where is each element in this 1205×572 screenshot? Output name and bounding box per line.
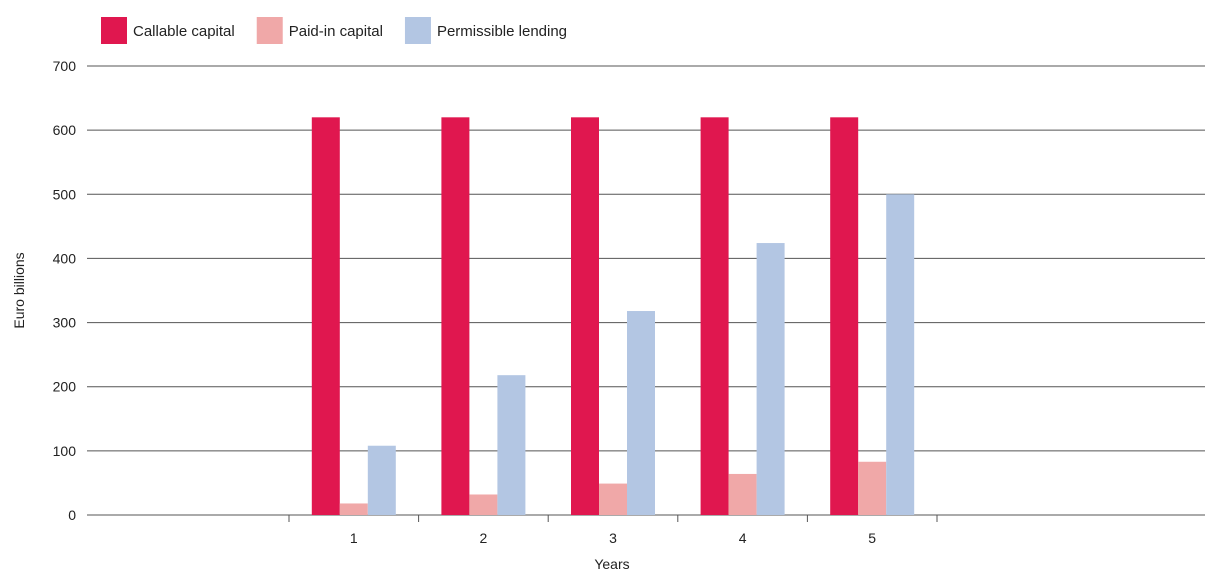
bar-callable-capital-4 <box>700 117 729 516</box>
legend-label-callable-capital: Callable capital <box>133 23 235 40</box>
x-tick-label-3: 3 <box>609 530 617 546</box>
legend-label-permissible-lending: Permissible lending <box>437 23 567 40</box>
legend-swatch-paid-in-capital <box>256 17 283 44</box>
bar-paid-in-capital-4 <box>728 473 757 515</box>
bar-callable-capital-3 <box>571 117 599 516</box>
bar-permissible-lending-5 <box>886 194 915 516</box>
y-tick-label-500: 500 <box>53 186 77 202</box>
y-axis-ticks: 0 100 200 300 400 500 600 700 <box>53 58 77 523</box>
x-axis: 1 2 3 4 5 <box>288 515 938 546</box>
legend-swatch-permissible-lending <box>404 17 431 44</box>
y-axis-title: Euro billions <box>11 252 27 328</box>
y-tick-label-200: 200 <box>53 379 77 395</box>
bar-callable-capital-5 <box>830 117 859 516</box>
legend: Callable capital Paid-in capital Permissib… <box>101 17 567 44</box>
bar-paid-in-capital-2 <box>469 494 498 515</box>
bar-paid-in-capital-1 <box>339 503 368 515</box>
bar-paid-in-capital-3 <box>599 483 627 515</box>
x-tick-label-2: 2 <box>480 530 488 546</box>
y-tick-label-700: 700 <box>53 58 77 74</box>
y-tick-label-0: 0 <box>68 507 76 523</box>
legend-label-paid-in-capital: Paid-in capital <box>289 23 383 40</box>
y-tick-label-600: 600 <box>53 122 77 138</box>
bar-permissible-lending-3 <box>627 311 655 515</box>
bars <box>311 117 915 516</box>
bar-permissible-lending-4 <box>756 243 785 515</box>
bar-permissible-lending-1 <box>367 445 396 515</box>
y-tick-label-400: 400 <box>53 250 77 266</box>
x-tick-label-1: 1 <box>350 530 358 546</box>
x-axis-title: Years <box>594 556 629 572</box>
y-tick-label-300: 300 <box>53 315 77 331</box>
x-tick-label-4: 4 <box>739 530 747 546</box>
bar-permissible-lending-2 <box>497 375 526 515</box>
bar-paid-in-capital-5 <box>858 461 887 515</box>
x-tick-label-5: 5 <box>868 530 876 546</box>
bar-callable-capital-1 <box>311 117 340 516</box>
y-tick-label-100: 100 <box>53 443 77 459</box>
legend-swatch-callable-capital <box>101 17 127 44</box>
bar-callable-capital-2 <box>441 117 470 516</box>
